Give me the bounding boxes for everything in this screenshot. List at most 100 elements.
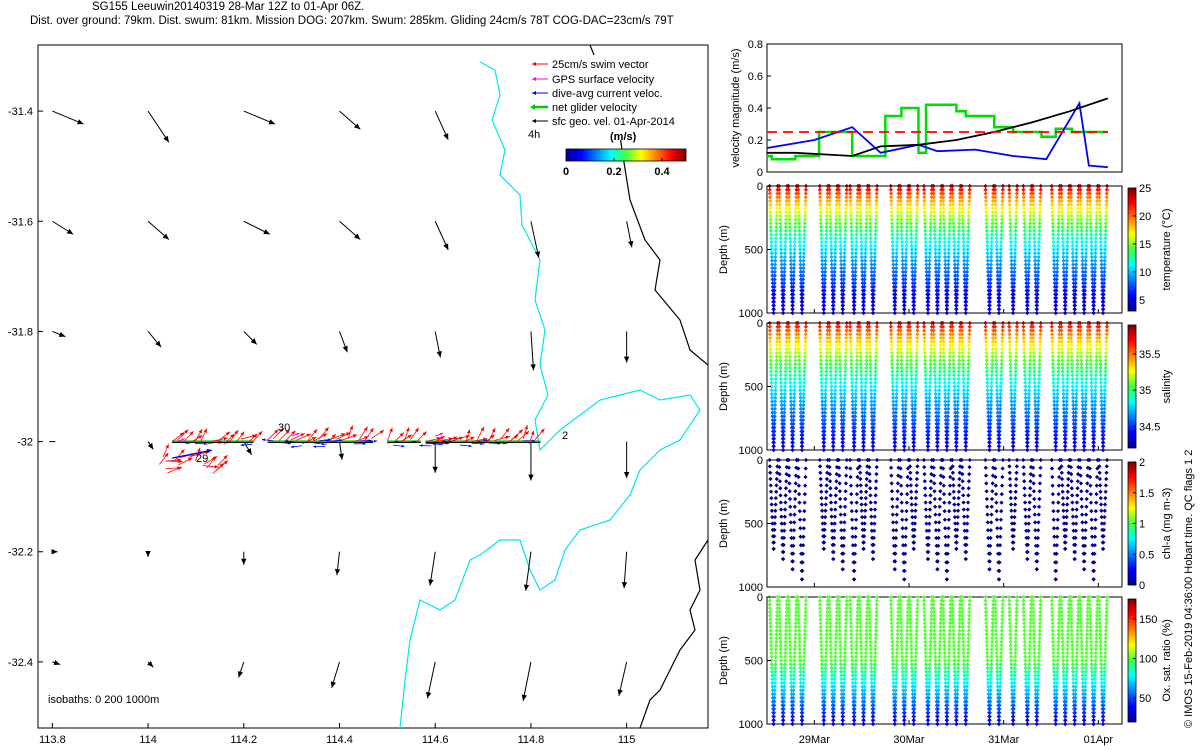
profile-point xyxy=(937,247,942,252)
profile-point xyxy=(922,210,927,215)
profile-point xyxy=(910,262,915,267)
profile-point xyxy=(869,262,874,267)
profile-point xyxy=(898,198,903,204)
profile-point xyxy=(943,273,948,278)
profile-point xyxy=(961,239,966,245)
profile-point xyxy=(862,288,867,293)
profile-point xyxy=(777,195,782,200)
profile-point xyxy=(927,262,932,267)
profile-point xyxy=(938,202,943,207)
profile-point xyxy=(947,217,952,222)
profile-point xyxy=(928,239,933,245)
profile-point xyxy=(844,195,849,200)
profile-point xyxy=(791,280,796,286)
profile-point xyxy=(796,206,801,211)
profile-point xyxy=(943,262,948,267)
swim-vector xyxy=(347,425,354,439)
profile-point xyxy=(779,266,784,271)
profile-point xyxy=(827,191,832,196)
profile-point xyxy=(787,210,792,215)
map-y-tick-label: -31.4 xyxy=(8,106,33,118)
profile-point xyxy=(903,266,908,271)
geo-vector xyxy=(243,331,258,345)
colorbar-tick-label: 0.4 xyxy=(654,166,670,178)
geo-vector xyxy=(617,661,628,696)
profile-point xyxy=(869,266,874,271)
profile-point xyxy=(951,224,956,230)
profile-point xyxy=(967,191,972,196)
profile-point xyxy=(895,217,900,222)
profile-point xyxy=(893,284,898,289)
swim-vector xyxy=(267,429,279,441)
profile-point xyxy=(914,217,919,222)
profile-point xyxy=(928,224,933,230)
profile-point xyxy=(840,310,845,316)
profile-point xyxy=(936,269,941,275)
profile-point xyxy=(841,292,846,297)
profile-point xyxy=(983,187,988,192)
profile-point xyxy=(849,232,854,237)
profile-point xyxy=(781,288,786,293)
profile-point xyxy=(794,195,799,200)
profile-point xyxy=(924,273,929,278)
profile-point xyxy=(935,292,941,297)
profile-point xyxy=(935,288,941,293)
profile-point xyxy=(888,191,894,196)
profile-point xyxy=(818,224,824,230)
profile-point xyxy=(938,195,944,200)
profile-point xyxy=(910,266,915,271)
profile-point xyxy=(873,221,878,226)
profile-point xyxy=(950,195,955,200)
profile-point xyxy=(962,273,967,278)
profile-point xyxy=(900,251,905,256)
profile-point xyxy=(890,251,896,256)
profile-point xyxy=(937,243,942,248)
profile-point xyxy=(960,210,965,215)
profile-point xyxy=(962,266,967,271)
profile-point xyxy=(818,198,823,204)
profile-point xyxy=(781,303,786,308)
profile-point xyxy=(942,224,947,230)
profile-point xyxy=(928,232,933,237)
profile-point xyxy=(950,206,956,211)
map-y-tick-label: -32 xyxy=(17,437,33,449)
profile-point xyxy=(792,236,798,241)
swim-vector xyxy=(195,447,201,462)
profile-point xyxy=(788,251,793,256)
profile-point xyxy=(854,232,859,237)
profile-point xyxy=(941,213,946,219)
profile-point xyxy=(951,217,956,222)
profile-point xyxy=(952,269,958,275)
profile-point xyxy=(922,206,927,211)
gps-vector xyxy=(435,432,444,437)
profile-point xyxy=(946,262,951,267)
profile-point xyxy=(938,221,943,226)
profile-point xyxy=(955,280,960,286)
profile-point xyxy=(895,206,901,211)
swim-vector xyxy=(216,460,229,471)
profile-point xyxy=(936,284,941,289)
swim-vector xyxy=(162,443,169,458)
profile-point xyxy=(931,187,936,192)
profile-point xyxy=(956,243,961,248)
profile-point xyxy=(874,195,879,200)
dac-vector xyxy=(284,439,297,443)
profile-point xyxy=(823,247,828,252)
profile-point xyxy=(923,232,928,237)
profile-point xyxy=(964,269,970,275)
map-x-tick-label: 114 xyxy=(139,734,157,746)
profile-point xyxy=(832,266,837,271)
profile-point xyxy=(912,273,918,278)
dac-vector xyxy=(290,445,303,449)
profile-point xyxy=(889,224,895,230)
profile-point xyxy=(803,210,808,215)
profile-point xyxy=(818,206,823,211)
profile-point xyxy=(895,213,900,219)
profile-point xyxy=(775,198,780,204)
profile-point xyxy=(843,232,848,237)
profile-point xyxy=(798,258,803,263)
profile-point xyxy=(854,236,859,241)
profile-colorbar-tick-label: 5 xyxy=(1139,295,1145,307)
profile-point xyxy=(990,198,996,204)
profile-point xyxy=(983,183,988,189)
